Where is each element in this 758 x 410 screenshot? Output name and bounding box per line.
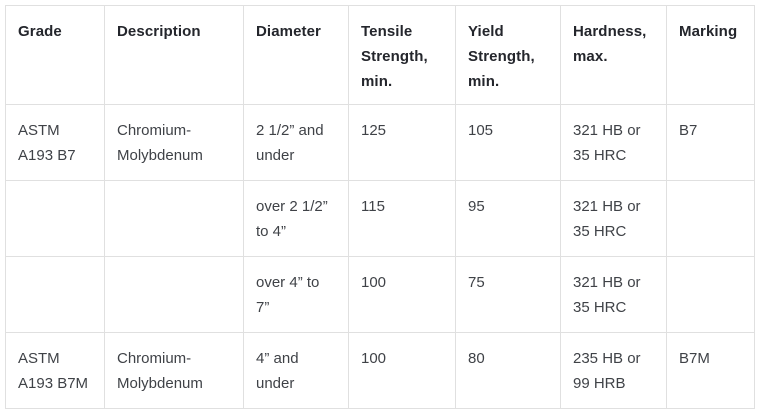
cell-yield-strength: 105 [455, 104, 561, 181]
cell-yield-strength: 95 [455, 180, 561, 257]
table-row: over 4” to 7” 100 75 321 HB or 35 HRC [5, 256, 755, 333]
cell-hardness: 321 HB or 35 HRC [560, 104, 667, 181]
column-header-hardness: Hardness, max. [560, 5, 667, 105]
cell-hardness: 321 HB or 35 HRC [560, 256, 667, 333]
cell-yield-strength: 75 [455, 256, 561, 333]
cell-marking [666, 256, 755, 333]
cell-diameter: 2 1/2” and under [243, 104, 349, 181]
table-row: ASTM A193 B7M Chromium-Molybdenum 4” and… [5, 332, 755, 409]
table-header-row: Grade Description Diameter Tensile Stren… [5, 5, 755, 105]
cell-description [104, 180, 244, 257]
cell-grade [5, 256, 105, 333]
column-header-marking: Marking [666, 5, 755, 105]
cell-description: Chromium-Molybdenum [104, 332, 244, 409]
table-row: over 2 1/2” to 4” 115 95 321 HB or 35 HR… [5, 180, 755, 257]
cell-tensile-strength: 100 [348, 256, 456, 333]
cell-hardness: 321 HB or 35 HRC [560, 180, 667, 257]
cell-diameter: over 2 1/2” to 4” [243, 180, 349, 257]
cell-yield-strength: 80 [455, 332, 561, 409]
cell-diameter: 4” and under [243, 332, 349, 409]
cell-marking: B7M [666, 332, 755, 409]
cell-description: Chromium-Molybdenum [104, 104, 244, 181]
cell-tensile-strength: 115 [348, 180, 456, 257]
cell-tensile-strength: 100 [348, 332, 456, 409]
column-header-grade: Grade [5, 5, 105, 105]
column-header-yield-strength: Yield Strength, min. [455, 5, 561, 105]
cell-tensile-strength: 125 [348, 104, 456, 181]
column-header-description: Description [104, 5, 244, 105]
cell-description [104, 256, 244, 333]
cell-grade: ASTM A193 B7M [5, 332, 105, 409]
cell-grade: ASTM A193 B7 [5, 104, 105, 181]
cell-diameter: over 4” to 7” [243, 256, 349, 333]
cell-marking: B7 [666, 104, 755, 181]
cell-hardness: 235 HB or 99 HRB [560, 332, 667, 409]
table-row: ASTM A193 B7 Chromium-Molybdenum 2 1/2” … [5, 104, 755, 181]
column-header-tensile-strength: Tensile Strength, min. [348, 5, 456, 105]
cell-marking [666, 180, 755, 257]
cell-grade [5, 180, 105, 257]
column-header-diameter: Diameter [243, 5, 349, 105]
bolt-grade-spec-table: Grade Description Diameter Tensile Stren… [5, 5, 755, 409]
